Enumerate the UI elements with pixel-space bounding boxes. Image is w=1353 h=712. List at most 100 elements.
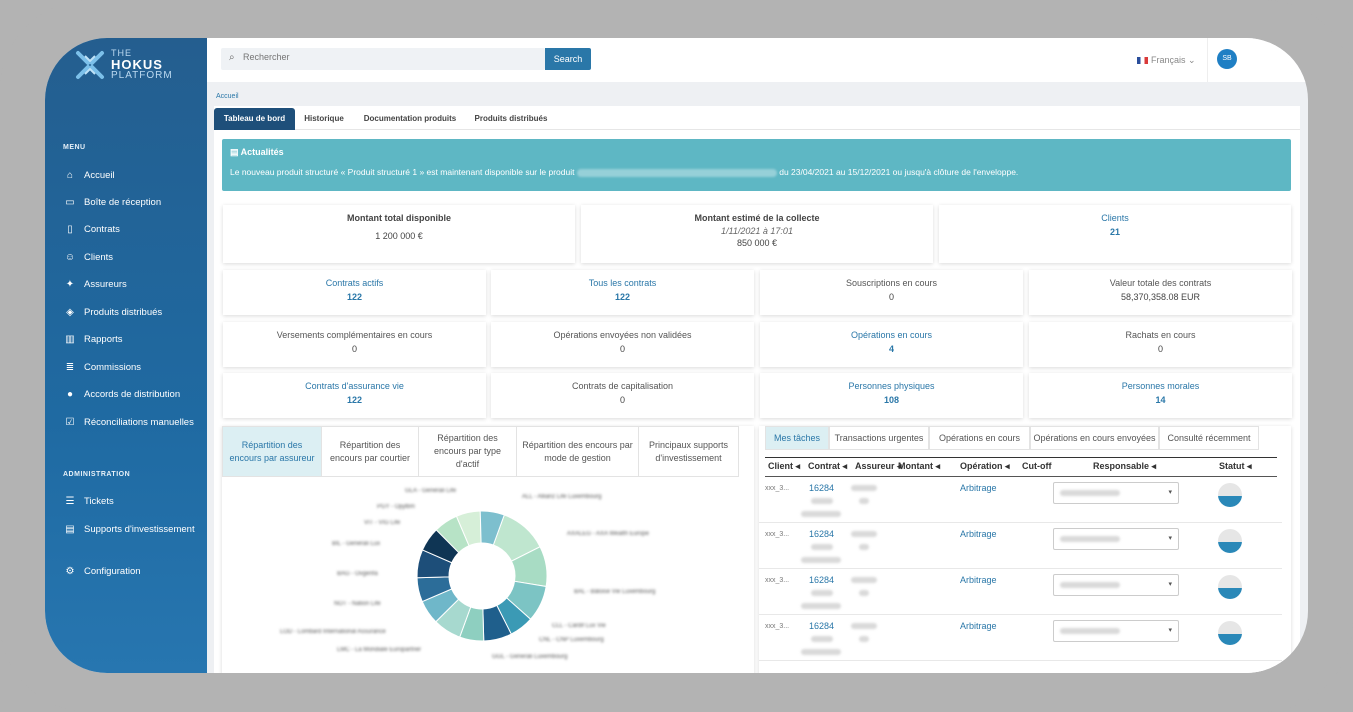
cell-operation[interactable]: Arbitrage: [960, 529, 997, 539]
inbox-icon: ▭: [65, 197, 75, 208]
tab-produits-distribues[interactable]: Produits distribués: [474, 114, 548, 123]
responsable-select[interactable]: ▾: [1053, 528, 1179, 550]
stat-card[interactable]: Contrats d'assurance vie 122: [223, 373, 486, 418]
col-operation[interactable]: Opération ◂: [960, 461, 1010, 471]
stat-card[interactable]: Contrats actifs 122: [223, 270, 486, 315]
cell-contract[interactable]: 16284: [809, 621, 835, 631]
cell-operation[interactable]: Arbitrage: [960, 621, 997, 631]
stat-label: Rachats en cours: [1125, 330, 1196, 340]
table-row[interactable]: xxx_3... 16284 Arbitrage ▾: [759, 477, 1282, 523]
card-label: Montant total disponible: [347, 213, 451, 223]
stat-value: 14: [1155, 395, 1166, 405]
cube-icon: ◈: [66, 307, 74, 318]
stat-card: Valeur totale des contrats 58,370,358.08 …: [1029, 270, 1292, 315]
sidebar-item-commissions[interactable]: ≣ Commissions: [63, 360, 203, 375]
cell-operation[interactable]: Arbitrage: [960, 575, 997, 585]
donut-slice[interactable]: [479, 510, 505, 546]
responsable-select[interactable]: ▾: [1053, 620, 1179, 642]
sidebar-item-label: Configuration: [84, 566, 141, 577]
stat-label: Opérations envoyées non validées: [553, 330, 692, 340]
stat-value: 58,370,358.08 EUR: [1120, 292, 1201, 302]
tab-documentation[interactable]: Documentation produits: [363, 114, 457, 123]
blurred-text: [859, 590, 869, 596]
cell-contract[interactable]: 16284: [809, 575, 835, 585]
sidebar-item-produits[interactable]: ◈ Produits distribués: [63, 305, 203, 320]
search-button[interactable]: Search: [545, 48, 591, 70]
breadcrumb[interactable]: Accueil: [216, 93, 239, 100]
stat-value: 122: [346, 292, 363, 302]
blurred-text: [851, 623, 877, 629]
tab-tasks[interactable]: Opérations en cours envoyées: [1030, 426, 1159, 450]
pie-label: LOD - Lombard International Assurance: [280, 629, 386, 635]
col-assureur[interactable]: Assureur ◂: [855, 461, 902, 471]
tab-distribution[interactable]: Répartition des encours par type d'actif: [418, 426, 517, 477]
sidebar-item-reconciliations[interactable]: ☑ Réconciliations manuelles: [63, 415, 203, 430]
tab-distribution[interactable]: Répartition des encours par courtier: [321, 426, 419, 477]
news-text: Le nouveau produit structuré « Produit s…: [230, 167, 1019, 177]
stat-label: Contrats actifs: [325, 278, 384, 288]
comment-icon: ●: [66, 389, 74, 400]
col-montant[interactable]: Montant ◂: [898, 461, 941, 471]
col-contrat[interactable]: Contrat ◂: [808, 461, 848, 471]
cell-contract[interactable]: 16284: [809, 529, 835, 539]
table-row[interactable]: xxx_3... 16284 Arbitrage ▾: [759, 523, 1282, 569]
sidebar-item-clients[interactable]: ☺ Clients: [63, 250, 203, 265]
logo-icon: [76, 51, 104, 79]
tab-tasks[interactable]: Opérations en cours: [929, 426, 1030, 450]
table-row[interactable]: xxx_3... 16284 Arbitrage ▾: [759, 569, 1282, 615]
language-label: Français: [1151, 55, 1186, 65]
sidebar-item-contrats[interactable]: ▯ Contrats: [63, 222, 203, 237]
sidebar-item-configuration[interactable]: ⚙ Configuration: [63, 564, 203, 579]
stat-value: 108: [883, 395, 900, 405]
stat-label: Personnes physiques: [848, 381, 935, 391]
card-total-disponible: Montant total disponible 1 200 000 €: [223, 205, 575, 263]
avatar[interactable]: SB: [1217, 49, 1237, 69]
pie-label: GLA - Generali Life: [405, 488, 457, 494]
responsable-select[interactable]: ▾: [1053, 482, 1179, 504]
stat-card[interactable]: Opérations en cours 4: [760, 322, 1023, 367]
sidebar-item-label: Contrats: [84, 224, 120, 235]
card-clients[interactable]: Clients 21: [939, 205, 1291, 263]
tab-distribution[interactable]: Principaux supports d'investissement: [638, 426, 739, 477]
tab-tableau-de-bord[interactable]: Tableau de bord: [214, 108, 295, 130]
status-indicator-icon: [1218, 529, 1242, 553]
id-card-icon: ▤: [65, 524, 75, 535]
sidebar-item-accueil[interactable]: ⌂ Accueil: [63, 168, 203, 183]
sidebar-item-label: Commissions: [84, 362, 142, 373]
col-responsable[interactable]: Responsable ◂: [1093, 461, 1157, 471]
col-cutoff[interactable]: Cut-off: [1022, 461, 1052, 471]
language-selector[interactable]: Français ⌄: [1137, 55, 1196, 66]
sidebar-item-rapports[interactable]: ▥ Rapports: [63, 332, 203, 347]
card-value: 850 000 €: [736, 238, 778, 248]
sidebar-item-assureurs[interactable]: ✦ Assureurs: [63, 277, 203, 292]
responsable-select[interactable]: ▾: [1053, 574, 1179, 596]
brand-logo[interactable]: THE HOKUS PLATFORM: [75, 48, 185, 82]
stat-value: 0: [619, 344, 625, 354]
cell-operation[interactable]: Arbitrage: [960, 483, 997, 493]
stat-value: 0: [619, 395, 625, 405]
stat-card[interactable]: Personnes physiques 108: [760, 373, 1023, 418]
tab-tasks[interactable]: Transactions urgentes: [829, 426, 929, 450]
sidebar-item-supports[interactable]: ▤ Supports d'investissement: [63, 522, 203, 537]
sidebar-item-label: Supports d'investissement: [84, 524, 195, 535]
search-input[interactable]: [243, 52, 533, 62]
tab-tasks[interactable]: Mes tâches: [765, 426, 829, 450]
tab-historique[interactable]: Historique: [304, 114, 344, 123]
table-row[interactable]: xxx_3... 16284 Arbitrage ▾: [759, 615, 1282, 661]
pie-label: CLL - Cardif Lux Vie: [552, 623, 606, 629]
col-client[interactable]: Client ◂: [768, 461, 801, 471]
cell-client: xxx_3...: [765, 485, 790, 492]
stat-label: Contrats d'assurance vie: [305, 381, 404, 391]
stat-card: Rachats en cours 0: [1029, 322, 1292, 367]
tab-distribution[interactable]: Répartition des encours par assureur: [222, 426, 322, 477]
tab-distribution[interactable]: Répartition des encours par mode de gest…: [516, 426, 639, 477]
col-statut[interactable]: Statut ◂: [1219, 461, 1252, 471]
sidebar-item-inbox[interactable]: ▭ Boîte de réception: [63, 195, 203, 210]
stat-card[interactable]: Personnes morales 14: [1029, 373, 1292, 418]
news-title: ▤ Actualités: [230, 147, 284, 157]
tab-tasks[interactable]: Consulté récemment: [1159, 426, 1259, 450]
stat-card[interactable]: Tous les contrats 122: [491, 270, 754, 315]
sidebar-item-accords[interactable]: ● Accords de distribution: [63, 387, 203, 402]
cell-contract[interactable]: 16284: [809, 483, 835, 493]
sidebar-item-tickets[interactable]: ☰ Tickets: [63, 494, 203, 509]
